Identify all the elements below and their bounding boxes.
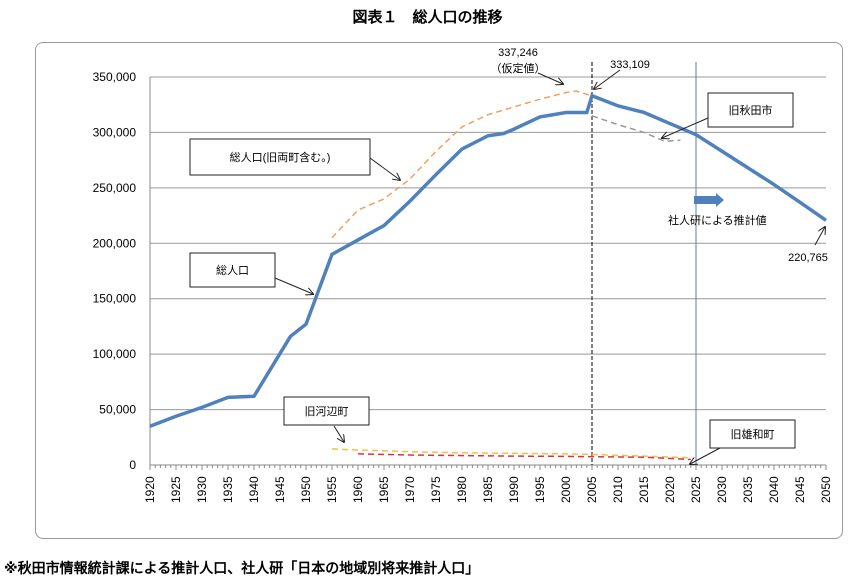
x-tick-label: 2050 — [819, 476, 833, 503]
arrow-peak — [537, 72, 563, 84]
arrow-2050 — [814, 227, 825, 246]
x-tick-label: 1945 — [273, 476, 287, 503]
arrow-total-incl — [369, 157, 400, 180]
kawabe-label: 旧河辺町 — [305, 405, 349, 418]
x-tick-label: 2030 — [715, 476, 729, 503]
x-tick-label: 1940 — [247, 476, 261, 503]
x-tick-label: 1985 — [481, 476, 495, 503]
y-tick-label: 200,000 — [93, 236, 137, 250]
x-tick-label: 1925 — [169, 476, 183, 503]
x-tick-label: 2020 — [663, 476, 677, 503]
x-tick-label: 2040 — [767, 476, 781, 503]
series-line-3 — [331, 448, 691, 459]
projection-arrow-body — [694, 196, 716, 204]
arrow-yuwa — [690, 447, 721, 464]
total-incl-label: 総人口(旧両町含む。) — [230, 150, 331, 164]
series-line-2 — [591, 115, 681, 143]
series-line-1 — [331, 90, 593, 239]
x-tick-label: 1920 — [143, 476, 157, 503]
total-incl-box — [189, 138, 371, 176]
x-tick-label: 2025 — [689, 476, 703, 503]
value-2050-label: 220,765 — [788, 252, 828, 264]
arrow-2005 — [594, 69, 621, 89]
y-tick-label: 300,000 — [93, 125, 137, 139]
y-tick-label: 100,000 — [93, 347, 137, 361]
x-tick-label: 1975 — [429, 476, 443, 503]
x-tick-label: 1930 — [195, 476, 209, 503]
peak-value-label: 337,246 — [498, 47, 538, 59]
peak-note-label: （仮定値） — [491, 61, 546, 75]
x-tick-label: 1965 — [377, 476, 391, 503]
chart-title: 図表１ 総人口の推移 — [352, 8, 503, 26]
yuwa-label: 旧雄和町 — [731, 427, 775, 441]
akita-box — [707, 92, 794, 128]
arrow-akita — [662, 117, 709, 138]
x-tick-label: 2010 — [611, 476, 625, 503]
y-tick-label: 250,000 — [93, 181, 137, 195]
arrow-total — [274, 277, 313, 294]
projection-arrow-icon — [716, 193, 724, 207]
total-label: 総人口 — [216, 263, 249, 277]
x-tick-label: 1995 — [533, 476, 547, 503]
akita-label: 旧秋田市 — [729, 103, 773, 117]
x-tick-label: 1990 — [507, 476, 521, 503]
x-tick-label: 2045 — [793, 476, 807, 503]
x-tick-label: 2000 — [559, 476, 573, 503]
x-tick-label: 1950 — [299, 476, 313, 503]
y-tick-label: 350,000 — [93, 70, 137, 84]
x-tick-label: 2015 — [637, 476, 651, 503]
x-tick-label: 1955 — [325, 476, 339, 503]
y-tick-label: 50,000 — [99, 403, 136, 417]
kawabe-box — [283, 396, 370, 426]
chart-frame — [35, 42, 843, 539]
x-tick-label: 2035 — [741, 476, 755, 503]
x-tick-label: 2005 — [585, 476, 599, 503]
x-tick-label: 1935 — [221, 476, 235, 503]
yuwa-box — [709, 419, 796, 449]
series-line-4 — [357, 453, 691, 461]
x-tick-label: 1970 — [403, 476, 417, 503]
total-box — [189, 252, 276, 288]
y-tick-label: 0 — [129, 458, 136, 472]
y-tick-label: 150,000 — [93, 292, 137, 306]
series-line-0 — [149, 93, 827, 428]
footnote: ※秋田市情報統計課による推計人口、社人研「日本の地域別将来推計人口」 — [4, 561, 480, 577]
x-tick-label: 1980 — [455, 476, 469, 503]
projection-label: 社人研による推計値 — [668, 213, 767, 227]
value-2005-label: 333,109 — [610, 59, 650, 71]
arrow-kawabe — [333, 425, 344, 442]
x-tick-label: 1960 — [351, 476, 365, 503]
